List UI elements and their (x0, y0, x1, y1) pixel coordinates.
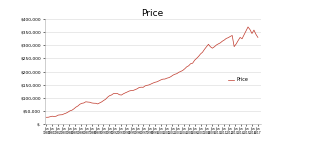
Price (66, 111, 70, 113)
Price (256, 37, 260, 38)
Line: Price: Price (46, 27, 258, 117)
Title: Price: Price (142, 9, 164, 18)
Price (44, 116, 48, 118)
Price (226, 37, 230, 39)
Price (212, 46, 216, 48)
Legend: Price: Price (226, 76, 251, 84)
Price (254, 33, 258, 35)
Price (246, 26, 250, 28)
Price (78, 103, 82, 105)
Price (143, 85, 147, 87)
